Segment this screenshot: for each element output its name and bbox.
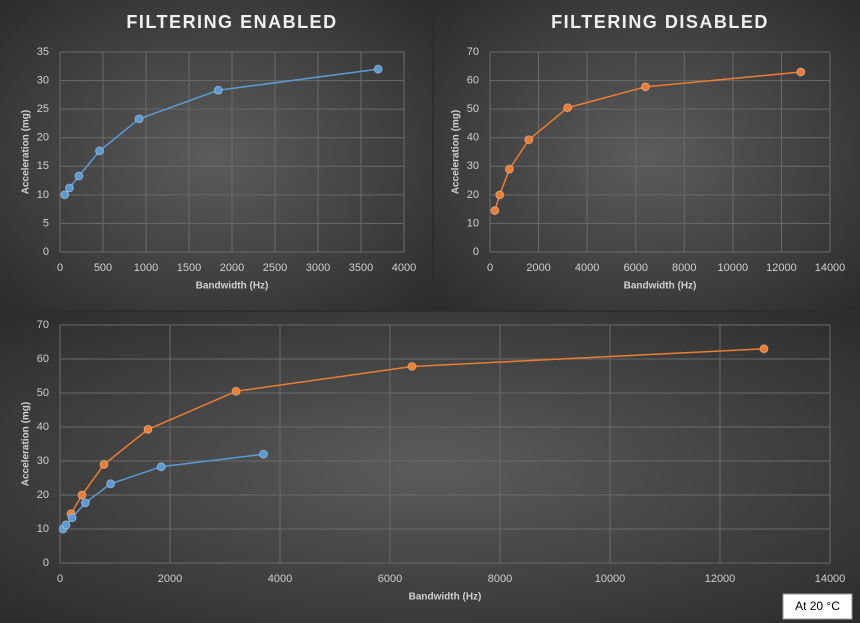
panel bbox=[0, 312, 860, 623]
y-tick-label: 0 bbox=[473, 246, 479, 258]
chart-title: FILTERING DISABLED bbox=[551, 12, 769, 32]
x-tick-label: 14000 bbox=[815, 573, 846, 585]
y-tick-label: 30 bbox=[467, 160, 479, 172]
data-point bbox=[64, 183, 74, 193]
y-tick-label: 15 bbox=[37, 160, 49, 172]
x-tick-label: 4000 bbox=[268, 573, 292, 585]
y-tick-label: 60 bbox=[467, 74, 479, 86]
data-point bbox=[60, 190, 70, 200]
x-tick-label: 2500 bbox=[263, 262, 287, 274]
x-tick-label: 12000 bbox=[766, 262, 797, 274]
data-point bbox=[106, 479, 116, 489]
data-point bbox=[490, 206, 500, 216]
data-point bbox=[407, 361, 417, 371]
x-axis-title: Bandwidth (Hz) bbox=[409, 592, 482, 603]
data-point bbox=[74, 171, 84, 181]
x-tick-label: 2000 bbox=[158, 573, 182, 585]
y-tick-label: 70 bbox=[467, 46, 479, 58]
data-point bbox=[231, 386, 241, 396]
data-point bbox=[563, 103, 573, 113]
data-point bbox=[759, 344, 769, 354]
x-tick-label: 12000 bbox=[705, 573, 736, 585]
y-tick-label: 50 bbox=[467, 103, 479, 115]
annotation: At 20 °C bbox=[795, 599, 840, 613]
data-point bbox=[504, 164, 514, 174]
data-point bbox=[259, 449, 268, 459]
y-axis-title: Acceleration (mg) bbox=[21, 402, 32, 486]
y-tick-label: 50 bbox=[37, 387, 49, 399]
x-tick-label: 4000 bbox=[575, 262, 599, 274]
y-tick-label: 10 bbox=[37, 523, 49, 535]
data-point bbox=[373, 64, 383, 74]
y-tick-label: 40 bbox=[37, 421, 49, 433]
data-point bbox=[99, 459, 109, 469]
x-tick-label: 2000 bbox=[526, 262, 550, 274]
y-tick-label: 0 bbox=[43, 246, 49, 258]
y-tick-label: 10 bbox=[467, 217, 479, 229]
x-tick-label: 1000 bbox=[134, 262, 158, 274]
y-axis-title: Acceleration (mg) bbox=[451, 110, 462, 194]
data-point bbox=[796, 67, 806, 77]
x-axis-title: Bandwidth (Hz) bbox=[624, 281, 697, 292]
x-tick-label: 3500 bbox=[349, 262, 373, 274]
y-tick-label: 60 bbox=[37, 353, 49, 365]
x-tick-label: 0 bbox=[57, 573, 63, 585]
x-tick-label: 0 bbox=[57, 262, 63, 274]
x-tick-label: 2000 bbox=[220, 262, 244, 274]
y-tick-label: 35 bbox=[37, 46, 49, 58]
x-axis-title: Bandwidth (Hz) bbox=[196, 281, 269, 292]
y-tick-label: 70 bbox=[37, 319, 49, 331]
y-tick-label: 30 bbox=[37, 455, 49, 467]
y-tick-label: 30 bbox=[37, 74, 49, 86]
data-point bbox=[67, 513, 77, 523]
chart-title: FILTERING ENABLED bbox=[126, 12, 337, 32]
data-point bbox=[143, 424, 153, 434]
data-point bbox=[640, 82, 650, 92]
data-point bbox=[156, 462, 166, 472]
data-point bbox=[80, 498, 90, 508]
y-tick-label: 20 bbox=[37, 132, 49, 144]
y-tick-label: 0 bbox=[43, 557, 49, 569]
x-tick-label: 8000 bbox=[488, 573, 512, 585]
data-point bbox=[213, 85, 223, 95]
x-tick-label: 10000 bbox=[595, 573, 626, 585]
x-tick-label: 3000 bbox=[306, 262, 330, 274]
x-tick-label: 10000 bbox=[718, 262, 749, 274]
x-tick-label: 4000 bbox=[392, 262, 416, 274]
data-point bbox=[134, 114, 144, 124]
x-tick-label: 8000 bbox=[672, 262, 696, 274]
y-tick-label: 25 bbox=[37, 103, 49, 115]
y-tick-label: 20 bbox=[467, 189, 479, 201]
x-tick-label: 1500 bbox=[177, 262, 201, 274]
annotation-box bbox=[782, 593, 853, 620]
x-tick-label: 6000 bbox=[623, 262, 647, 274]
y-tick-label: 20 bbox=[37, 489, 49, 501]
x-tick-label: 0 bbox=[487, 262, 493, 274]
x-tick-label: 6000 bbox=[378, 573, 402, 585]
y-tick-label: 5 bbox=[43, 217, 49, 229]
data-point bbox=[495, 190, 505, 200]
data-point bbox=[524, 135, 534, 145]
data-point bbox=[61, 520, 71, 530]
y-tick-label: 40 bbox=[467, 132, 479, 144]
data-point bbox=[95, 146, 105, 156]
x-tick-label: 500 bbox=[94, 262, 112, 274]
data-point bbox=[77, 490, 87, 500]
y-tick-label: 10 bbox=[37, 189, 49, 201]
x-tick-label: 14000 bbox=[815, 262, 846, 274]
y-axis-title: Acceleration (mg) bbox=[21, 110, 32, 194]
